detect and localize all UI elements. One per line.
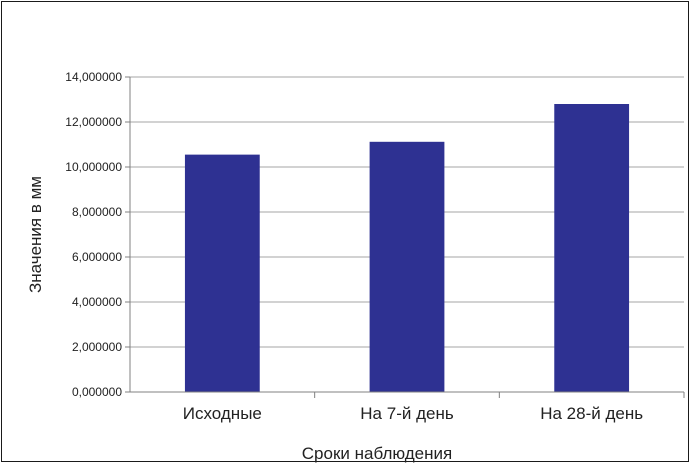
axes (125, 76, 685, 398)
y-tick-label: 12,000000 (65, 115, 122, 129)
bar (184, 154, 260, 392)
x-tick-labels: Исходные На 7-й день На 28-й день (183, 404, 643, 423)
x-tick-label: На 7-й день (360, 404, 454, 423)
y-tick-label: 4,000000 (72, 295, 122, 309)
y-tick-label: 0,000000 (72, 385, 122, 399)
y-tick-label: 10,000000 (65, 160, 122, 174)
bar (554, 104, 630, 392)
y-tick-label: 14,000000 (65, 70, 122, 84)
y-tick-label: 8,000000 (72, 205, 122, 219)
bar (369, 141, 445, 392)
y-tick-labels: 0,000000 2,000000 4,000000 6,000000 8,000000… (65, 70, 122, 399)
x-tick-label: Исходные (183, 404, 262, 423)
y-tick-label: 2,000000 (72, 340, 122, 354)
y-tick-label: 6,000000 (72, 250, 122, 264)
bars (184, 104, 630, 392)
x-tick-label: На 28-й день (540, 404, 643, 423)
x-axis-title: Сроки наблюдения (302, 444, 452, 463)
y-axis-title: Значения в мм (26, 176, 45, 293)
